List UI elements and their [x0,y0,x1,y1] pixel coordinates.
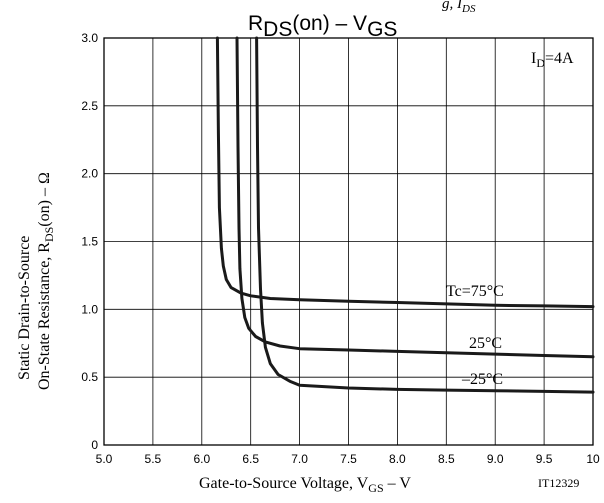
y-tick-label: 0.5 [81,370,98,384]
top-cut-text: g, IDS [442,0,476,15]
x-tick-label: 9.0 [487,452,504,466]
y-tick-label: 1.0 [81,302,98,316]
x-tick-label: 5.5 [145,452,162,466]
y-tick-labels: 0 0.5 1.0 1.5 2.0 2.5 3.0 [81,31,98,452]
y-tick-label: 1.5 [81,235,98,249]
curves [215,36,595,394]
x-tick-labels: 5.0 5.5 6.0 6.5 7.0 7.5 8.0 8.5 9.0 9.5 10 [96,452,600,466]
y-tick-label: 3.0 [81,31,98,45]
x-tick-label: 8.5 [438,452,455,466]
y-axis-label-line2: On-State Resistance, RDS(on) – Ω [36,172,56,390]
x-tick-label: 8.0 [389,452,406,466]
series-label-minus25c: –25°C [461,371,503,388]
x-tick-label: 9.5 [536,452,553,466]
series-label-25c: 25°C [469,335,502,352]
series-line-2 [255,36,595,394]
x-axis-label: Gate-to-Source Voltage, VGS – V [199,475,411,495]
figure-id: IT12329 [538,476,579,490]
y-tick-label: 0 [91,438,98,452]
x-tick-label: 10 [586,452,600,466]
x-tick-label: 7.0 [291,452,308,466]
y-tick-label: 2.5 [81,99,98,113]
y-axis-label-line1: Static Drain-to-Source [16,236,33,380]
x-tick-label: 7.5 [340,452,357,466]
y-tick-label: 2.0 [81,167,98,181]
condition-label: ID=4A [531,50,574,70]
series-label-75c: Tc=75°C [446,283,504,300]
series-line-0 [215,36,595,309]
plot-frame [103,37,594,446]
grid [103,37,594,446]
chart-title: RDS(on) – VGS [248,12,397,41]
x-tick-label: 6.0 [193,452,210,466]
x-tick-label: 6.5 [242,452,259,466]
x-tick-label: 5.0 [96,452,113,466]
